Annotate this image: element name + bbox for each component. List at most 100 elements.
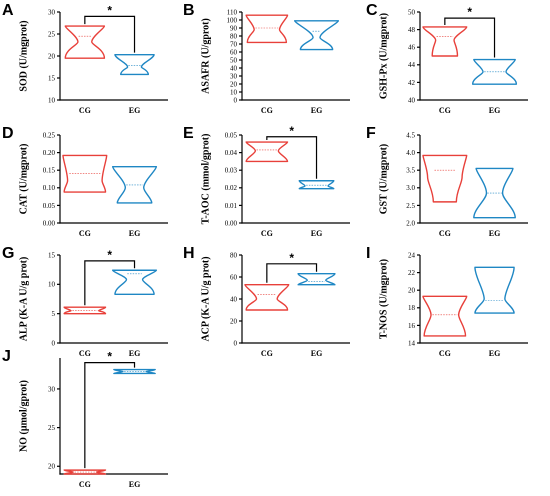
y-tick-label: 44 (408, 61, 416, 69)
y-axis-title: SOD (U/mgprot) (18, 20, 29, 91)
violin-cg (63, 469, 107, 475)
y-axis-title: GSH-Px (U/mgprot) (378, 13, 389, 99)
violin-eg (297, 273, 336, 286)
y-axis-title: ALP (K-A U/g prot) (18, 257, 29, 342)
panel-label: B (183, 2, 195, 19)
y-tick-label: 0.05 (43, 202, 56, 210)
significance-star: * (107, 248, 112, 262)
y-tick-label: 20 (230, 80, 238, 88)
y-tick-label: 42 (408, 79, 416, 87)
panel-i: I 14 16 18 20 22 24 T-NOS (U/mgprot) CG EG (366, 245, 528, 358)
y-tick-label: 0.03 (225, 167, 238, 175)
y-tick-label: 100 (227, 16, 238, 24)
panel-label: C (366, 2, 378, 19)
y-tick-label: 20 (408, 287, 416, 295)
violin-eg (474, 266, 515, 314)
y-tick-label: 0.02 (225, 184, 238, 192)
y-axis-title: GST (U/mgprot) (378, 144, 389, 214)
x-category-label: EG (311, 106, 323, 115)
y-tick-label: 2.0 (406, 219, 415, 227)
panel-a: A 10 15 20 25 30 SOD (U/mgprot) CG EG * (2, 2, 168, 115)
panel-label: H (183, 245, 195, 262)
y-tick-label: 48 (408, 26, 416, 34)
y-tick-label: 30 (230, 72, 238, 80)
y-axis-title: ASAFR (U/gprot) (200, 18, 211, 94)
y-tick-label: 0.04 (225, 149, 238, 157)
panel-label: E (183, 125, 194, 142)
violin-cg (422, 295, 468, 337)
violin-eg (298, 180, 335, 190)
significance-star: * (289, 251, 294, 265)
significance-bracket (84, 362, 136, 469)
panel-c: C 40 42 44 46 48 50 GSH-Px (U/mgprot) CG EG * (366, 2, 528, 115)
y-axis-title: ACP (K-A U/g prot) (200, 256, 211, 341)
y-tick-label: 110 (227, 8, 238, 16)
significance-star: * (289, 124, 294, 138)
x-category-label: CG (79, 106, 91, 115)
y-tick-label: 25 (48, 30, 56, 38)
y-tick-label: 30 (48, 8, 56, 16)
y-tick-label: 3.0 (406, 184, 415, 192)
panel-label: D (2, 125, 14, 142)
violin-eg (113, 368, 156, 375)
violin-cg (64, 25, 106, 59)
x-category-label: CG (79, 349, 91, 358)
y-axis-title: T-NOS (U/mgprot) (378, 259, 389, 339)
panel-label: A (2, 2, 14, 19)
y-tick-label: 2.5 (406, 202, 415, 210)
violin-eg (471, 58, 518, 85)
y-tick-label: 80 (230, 251, 238, 259)
panel-h: H 0 20 40 60 80 ACP (K-A U/g prot) CG EG * (183, 245, 350, 358)
y-tick-label: 0.10 (43, 184, 56, 192)
x-category-label: EG (129, 229, 141, 238)
x-category-label: EG (489, 349, 501, 358)
x-category-label: CG (79, 480, 91, 489)
x-category-label: CG (261, 106, 273, 115)
y-axis-title: CAT (U/mgprot) (18, 144, 29, 215)
violin-eg (114, 53, 155, 76)
y-axis-title: T-AOC (mmol/gprot) (200, 134, 211, 225)
y-tick-label: 90 (230, 24, 238, 32)
y-tick-label: 0.00 (225, 219, 238, 227)
x-category-label: CG (439, 106, 451, 115)
violin-cg (422, 154, 468, 203)
panel-g: G 0 5 10 15 ALP (K-A U/g prot) CG EG * (2, 245, 168, 358)
y-tick-label: 60 (230, 48, 238, 56)
violin-eg (111, 165, 158, 204)
x-category-label: CG (261, 229, 273, 238)
y-tick-label: 60 (230, 273, 238, 281)
violin-cg (63, 306, 107, 315)
violin-eg (473, 167, 516, 219)
y-tick-label: 20 (48, 52, 56, 60)
y-tick-label: 10 (48, 281, 56, 289)
y-tick-label: 10 (48, 96, 56, 104)
panel-label: J (2, 348, 11, 365)
y-tick-label: 5 (52, 310, 56, 318)
y-tick-label: 0 (52, 339, 56, 347)
y-tick-label: 0.00 (43, 219, 56, 227)
x-category-label: EG (311, 349, 323, 358)
violin-cg (245, 14, 289, 44)
y-tick-label: 46 (408, 44, 416, 52)
significance-bracket (266, 136, 318, 179)
y-tick-label: 0.25 (43, 131, 56, 139)
y-tick-label: 40 (230, 64, 238, 72)
significance-bracket (266, 263, 318, 283)
y-tick-label: 20 (48, 463, 56, 471)
violin-cg (245, 141, 289, 163)
x-category-label: EG (311, 229, 323, 238)
y-axis-title: NO (μmol/gprot) (18, 380, 29, 452)
violin-eg (293, 20, 340, 51)
y-tick-label: 4.0 (406, 149, 415, 157)
y-tick-label: 50 (408, 8, 416, 16)
y-tick-label: 15 (48, 74, 56, 82)
x-category-label: EG (129, 349, 141, 358)
y-tick-label: 70 (230, 40, 238, 48)
y-tick-label: 4.5 (406, 131, 415, 139)
y-tick-label: 0.15 (43, 167, 56, 175)
significance-star: * (107, 3, 112, 17)
significance-bracket (84, 15, 136, 53)
y-tick-label: 30 (48, 385, 56, 393)
